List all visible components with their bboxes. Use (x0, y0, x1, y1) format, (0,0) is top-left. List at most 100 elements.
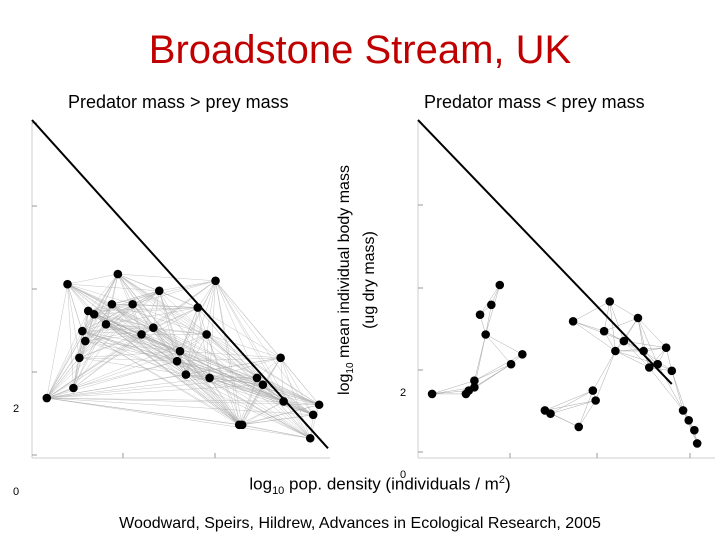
food-web-link (105, 307, 198, 325)
food-web-link (671, 370, 684, 411)
food-web-link (609, 301, 625, 342)
food-web-link (46, 377, 210, 399)
food-web-link (67, 283, 112, 305)
food-web-link (79, 357, 186, 375)
food-web-link (46, 397, 320, 405)
food-web-link (185, 307, 198, 375)
food-web-link (159, 290, 198, 308)
panel-1-species-point (661, 343, 671, 353)
panel-1-species-point (470, 383, 479, 392)
panel-0-species-point (205, 373, 214, 383)
food-web-link (209, 377, 240, 425)
panel-1-species-point (690, 425, 699, 435)
food-web-link (179, 351, 240, 425)
panel-0-species-point (181, 370, 191, 379)
food-web-link (485, 334, 523, 355)
food-web-link (132, 304, 154, 328)
food-web-link (485, 304, 492, 335)
left-y-tick-2: 2 (13, 403, 20, 415)
panel-1-reference-line (417, 119, 673, 385)
food-web-link (46, 350, 181, 399)
food-web-link (46, 361, 178, 399)
panel-1-species-point (591, 396, 600, 405)
panel-1-species-point (518, 350, 527, 359)
food-web-link (176, 361, 320, 405)
food-web-link (117, 273, 314, 415)
food-web-link (82, 330, 243, 426)
food-web-link (46, 384, 263, 399)
food-web-link (185, 357, 281, 375)
food-web-link (206, 334, 210, 378)
food-web-link (615, 317, 639, 352)
food-web-link (46, 290, 160, 399)
food-web-link (179, 351, 210, 379)
panel-0-species-point (276, 353, 285, 363)
food-web-link (262, 384, 284, 402)
food-web-link (206, 334, 314, 415)
food-web-link (88, 273, 118, 312)
food-web-link (67, 284, 74, 389)
food-web-link (179, 350, 263, 385)
food-web-link (94, 314, 142, 335)
food-web-link (46, 377, 257, 399)
panel-1-species-point (481, 330, 490, 339)
food-web-link (572, 321, 616, 352)
food-web-link (485, 284, 501, 335)
food-web-link (197, 307, 264, 385)
food-web-link (141, 290, 160, 335)
food-web-link (209, 377, 284, 402)
food-web-link (197, 307, 207, 335)
panel-0-species-point (89, 310, 99, 319)
panel-1-species-point (611, 346, 620, 356)
food-web-link (179, 307, 198, 352)
food-web-link (544, 400, 596, 411)
food-web-link (176, 361, 284, 402)
panel-0-species-point (314, 400, 324, 410)
food-web-link (117, 274, 178, 362)
food-web-link (73, 334, 142, 389)
food-web-link (432, 380, 475, 395)
food-web-link (67, 283, 133, 305)
panel-0-species-point (175, 346, 185, 356)
panel-1-species-point (605, 297, 615, 306)
food-web-link (209, 377, 314, 415)
food-web-link (111, 290, 160, 305)
panel-0-species-point (279, 397, 288, 406)
food-web-link (67, 284, 80, 358)
food-web-link (283, 401, 320, 405)
food-web-link (82, 330, 240, 426)
panel-0-species-point (193, 303, 203, 312)
food-web-link (206, 334, 320, 405)
food-web-link (117, 273, 311, 439)
food-web-link (46, 397, 243, 426)
food-web-link (280, 357, 320, 405)
food-web-link (280, 357, 314, 415)
food-web-link (79, 331, 83, 358)
food-web-link (153, 327, 320, 405)
food-web-link (153, 327, 311, 439)
food-web-link (185, 374, 284, 402)
panel-1-species-point (599, 326, 609, 336)
food-web-link (117, 273, 320, 405)
food-web-link (578, 390, 594, 427)
left-y-tick-0: 0 (13, 486, 20, 498)
food-web-link (79, 350, 181, 359)
food-web-link (111, 274, 119, 305)
food-web-link (67, 273, 118, 285)
food-web-link (85, 340, 178, 362)
citation: Woodward, Speirs, Hildrew, Advances in E… (119, 515, 601, 532)
right-panel-subtitle: Predator mass < prey mass (424, 92, 645, 112)
food-web-link (215, 280, 320, 405)
food-web-link (241, 377, 258, 425)
food-web-link (197, 307, 281, 358)
food-web-link (310, 404, 320, 439)
food-web-link (179, 351, 243, 425)
panel-1-species-point (684, 416, 694, 425)
food-web-link (474, 363, 512, 381)
panel-1-species-point (639, 346, 648, 356)
food-web-link (46, 284, 68, 399)
food-web-link (197, 280, 216, 308)
panel-0-species-point (69, 383, 78, 393)
panel-0-species-point (63, 279, 72, 289)
food-web-link (197, 307, 210, 378)
